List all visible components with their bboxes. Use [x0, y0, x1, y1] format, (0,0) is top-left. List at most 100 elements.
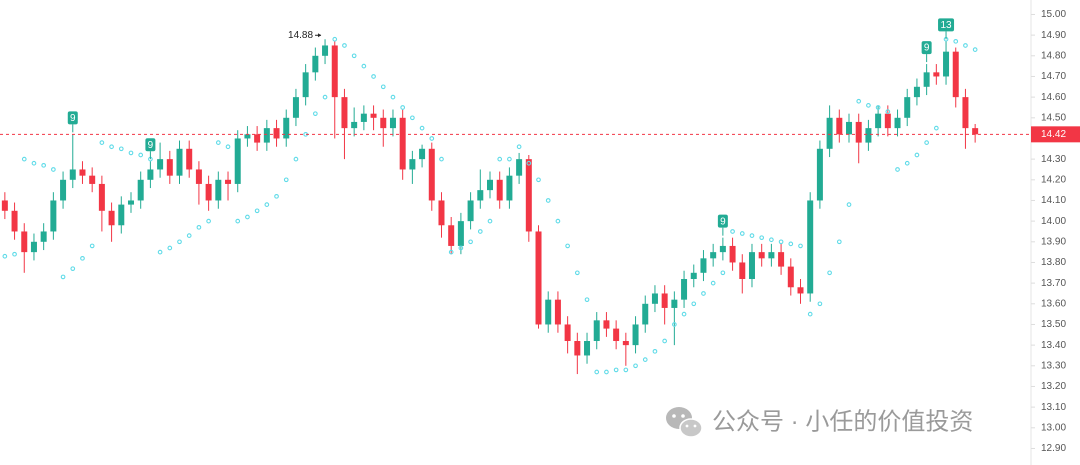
- marker-box: [921, 41, 932, 55]
- sar-dot: [400, 105, 406, 110]
- candle-body: [341, 97, 348, 129]
- sar-dot: [468, 239, 473, 245]
- candle-body: [186, 148, 193, 170]
- sar-dot: [914, 152, 920, 158]
- candle-body: [263, 128, 270, 143]
- marker-label: 9: [720, 216, 726, 227]
- sar-dot: [720, 270, 726, 276]
- candle-body: [351, 121, 358, 129]
- candle-body: [467, 200, 474, 222]
- candle-body: [302, 72, 309, 98]
- candle-body: [952, 51, 959, 98]
- sar-dot: [245, 214, 250, 220]
- sar-dot: [312, 111, 318, 117]
- candle-body: [176, 148, 183, 176]
- sar-dot: [274, 193, 279, 199]
- sar-dot: [448, 249, 454, 255]
- candle-body: [380, 117, 387, 129]
- sar-dot: [439, 156, 444, 162]
- candle-body: [438, 200, 445, 226]
- candle-body: [787, 266, 794, 288]
- sar-dot: [12, 251, 17, 257]
- candle-body: [127, 200, 134, 205]
- candle-body: [651, 293, 658, 304]
- sar-dot: [856, 98, 862, 104]
- sar-dot: [60, 274, 66, 280]
- candle-body: [564, 324, 571, 341]
- candle-body: [846, 121, 853, 135]
- sar-dot: [836, 239, 842, 245]
- max-label: 14.88: [288, 30, 313, 41]
- candle-body: [477, 190, 484, 201]
- candle-body: [312, 55, 319, 73]
- candle-body: [584, 341, 591, 356]
- candle-body: [40, 231, 47, 242]
- y-tick-label: 14.90: [1041, 30, 1066, 41]
- sar-dot: [545, 198, 551, 203]
- sar-dot: [99, 140, 105, 145]
- candle-body: [137, 179, 144, 201]
- candle-body: [506, 175, 513, 201]
- candle-body: [622, 341, 629, 346]
- sar-dot: [633, 363, 638, 369]
- candle-body: [719, 245, 726, 253]
- sar-dot: [109, 144, 114, 150]
- candle-body: [69, 169, 76, 180]
- sar-dot: [342, 43, 347, 48]
- candle-body: [603, 320, 610, 329]
- sar-dot: [817, 301, 823, 307]
- y-tick-label: 14.00: [1041, 216, 1066, 227]
- candle-body: [913, 86, 920, 98]
- candle-body: [943, 51, 950, 77]
- last-price-label: 14.42: [1041, 129, 1066, 140]
- sar-dot: [2, 253, 8, 259]
- candle-body: [399, 117, 406, 170]
- candle-body: [89, 175, 96, 184]
- y-tick-label: 14.30: [1041, 154, 1066, 165]
- candle-body: [147, 169, 154, 180]
- sar-dot: [138, 152, 144, 158]
- candle-body: [681, 279, 688, 300]
- candle-body: [642, 303, 649, 325]
- sar-dot: [798, 243, 803, 249]
- sar-dot: [477, 229, 483, 234]
- candle-body: [409, 159, 416, 170]
- y-tick-label: 14.50: [1041, 112, 1066, 123]
- sar-dot: [371, 74, 376, 79]
- candle-body: [79, 169, 86, 176]
- sar-dot: [51, 167, 56, 172]
- y-tick-label: 14.80: [1041, 50, 1066, 61]
- candle-body: [758, 252, 765, 259]
- candle-body: [535, 231, 542, 325]
- sar-dot: [953, 38, 959, 44]
- candle-body: [322, 45, 329, 56]
- candle-body: [419, 148, 426, 160]
- sar-dot: [41, 162, 47, 168]
- sar-dot: [933, 125, 939, 131]
- sar-dot: [739, 231, 745, 236]
- sar-dot: [972, 47, 978, 52]
- y-tick-label: 14.60: [1041, 92, 1066, 103]
- sar-dot: [846, 202, 852, 207]
- sar-dot: [410, 115, 415, 121]
- candle-body: [360, 113, 367, 122]
- sar-dot: [701, 291, 706, 296]
- marker-label: 9: [148, 140, 154, 151]
- candle-body: [234, 138, 241, 184]
- candle-body: [166, 159, 173, 176]
- candle-body: [690, 272, 697, 279]
- sar-dot: [351, 53, 357, 59]
- sar-dot: [613, 367, 619, 373]
- candle-body: [826, 117, 833, 149]
- candle-body: [933, 72, 940, 77]
- candle-body: [748, 252, 755, 279]
- candle-body: [855, 121, 862, 143]
- sar-dot: [565, 243, 570, 249]
- candle-body: [632, 324, 639, 346]
- last-price-box: [1031, 126, 1080, 143]
- sar-dot: [177, 239, 182, 245]
- candle-body: [904, 97, 911, 118]
- candle-body: [574, 341, 581, 356]
- sar-dot: [80, 255, 85, 261]
- sar-dot: [662, 338, 668, 344]
